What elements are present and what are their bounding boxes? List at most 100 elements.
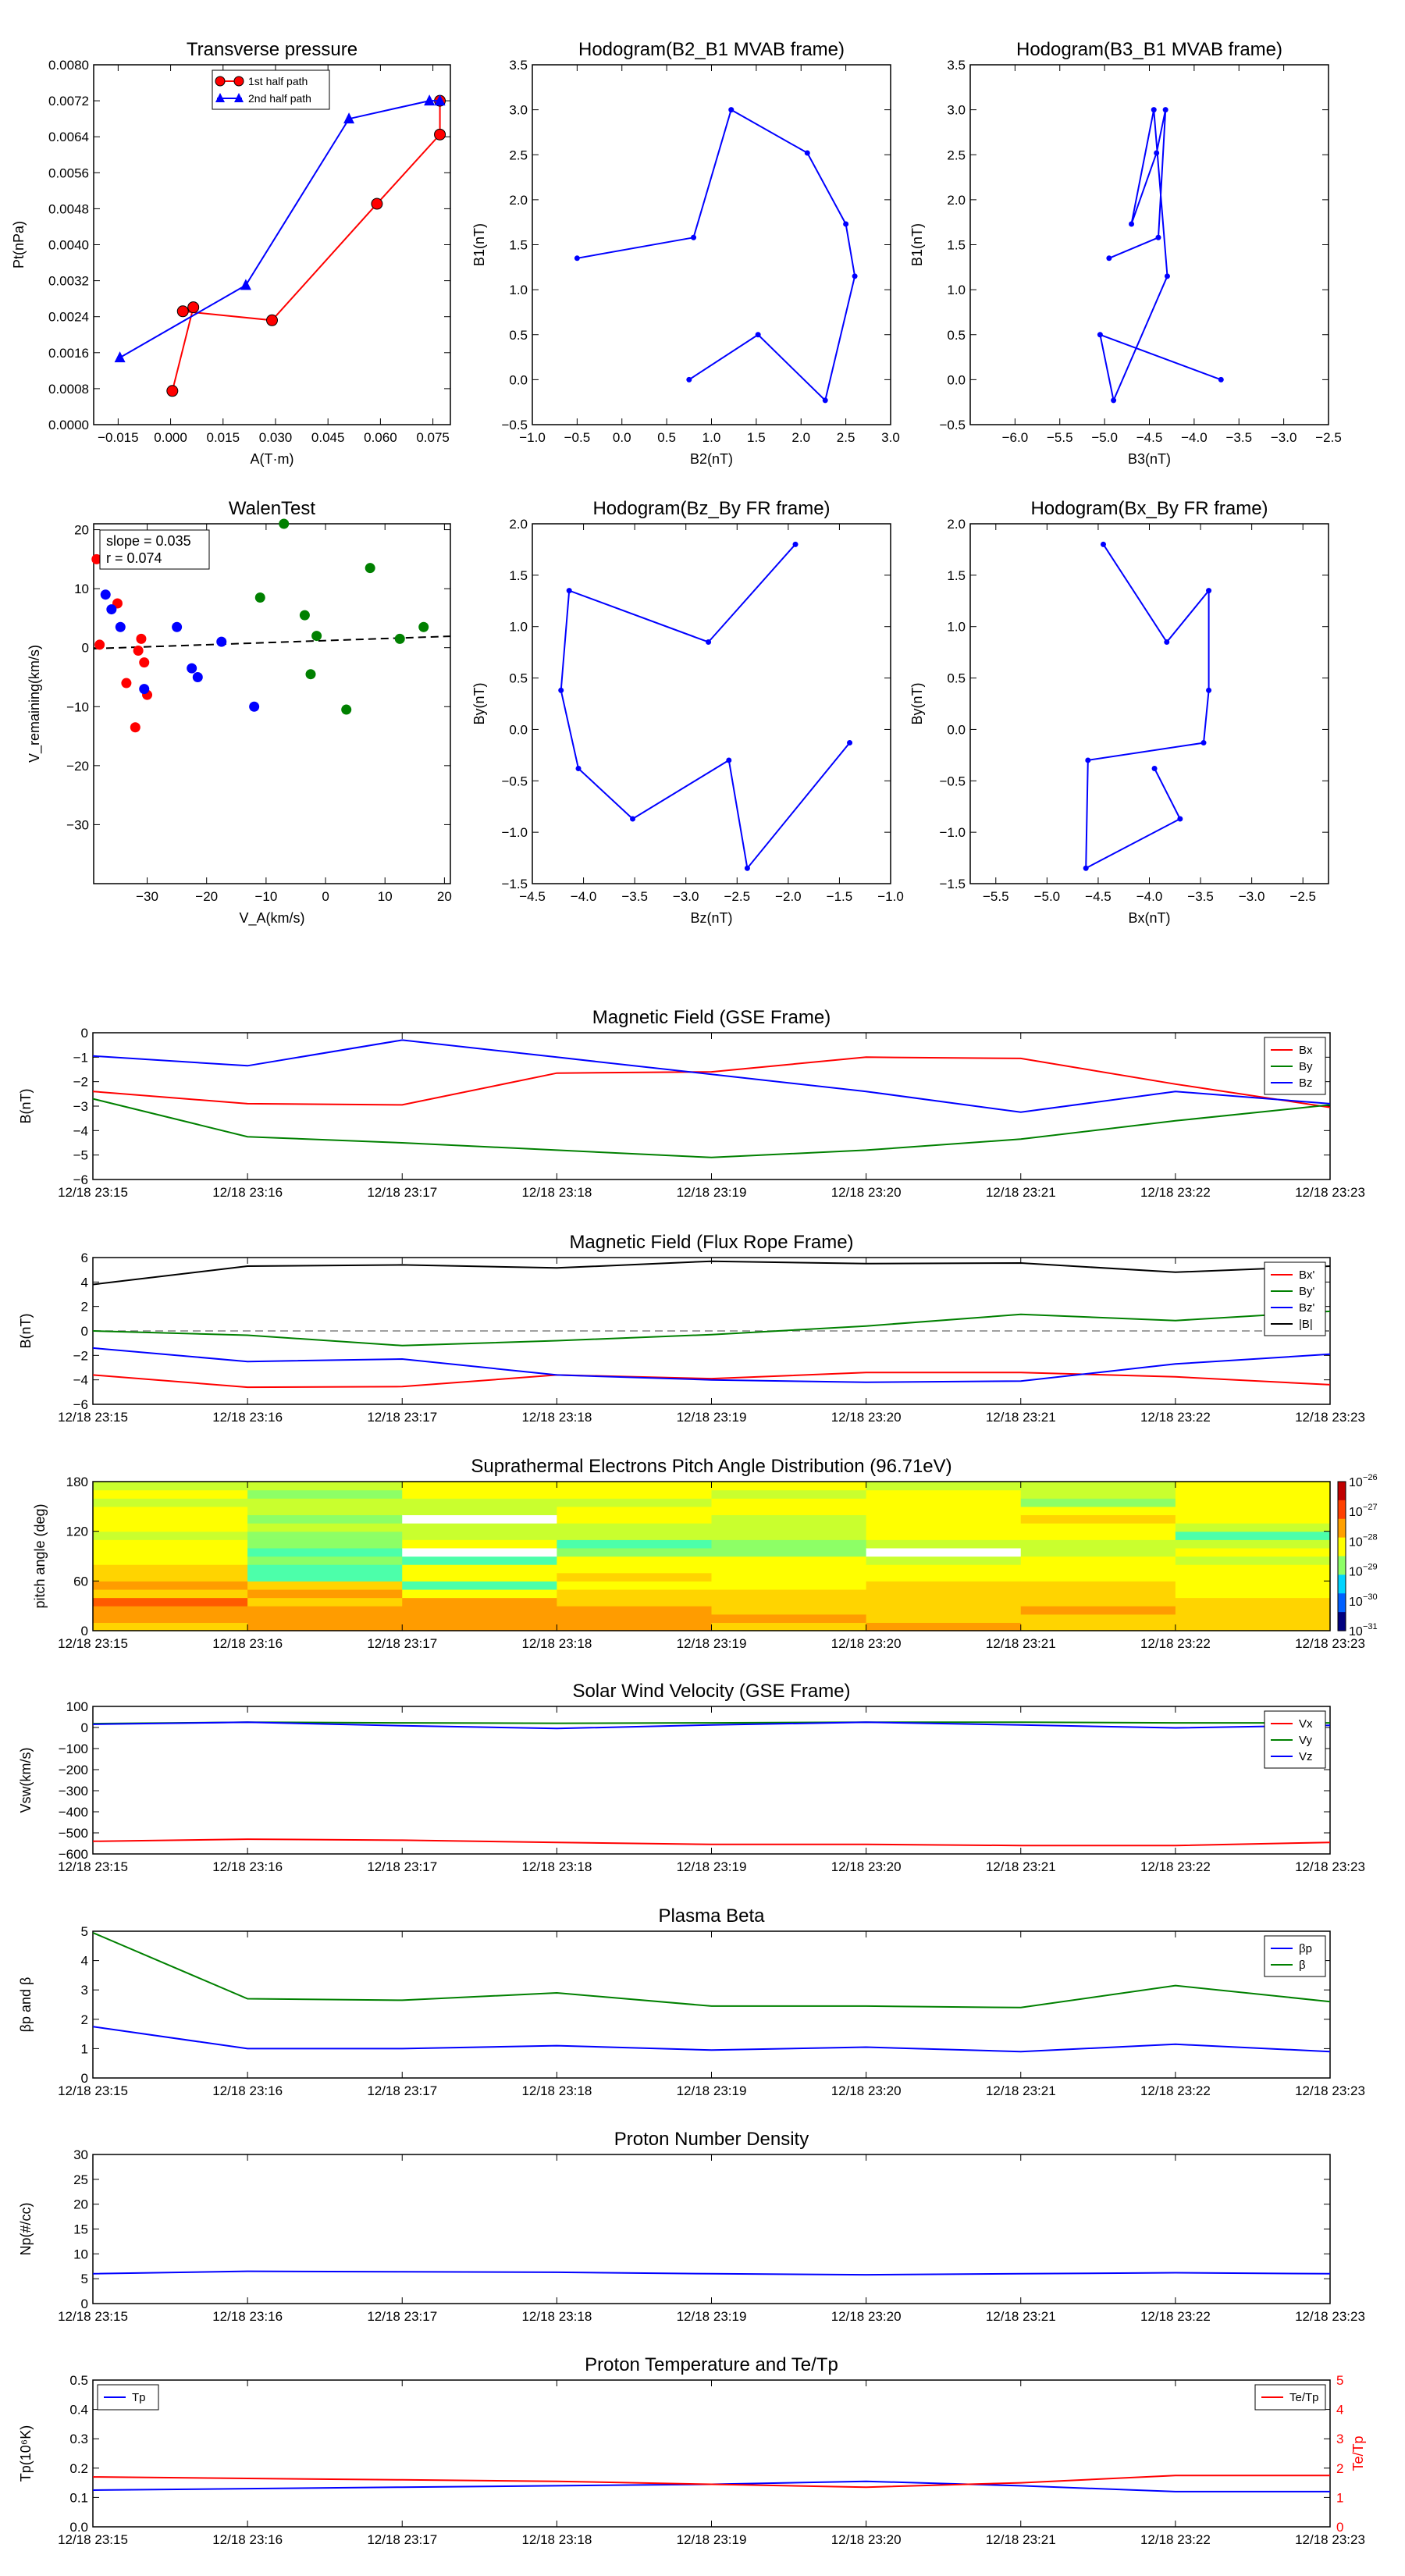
x-tick-label: −3.0 (1239, 889, 1265, 904)
right-tick-label: 3 (1336, 2432, 1343, 2446)
heatmap-cell (93, 1606, 248, 1615)
heatmap-cell (1020, 1622, 1176, 1631)
y-tick-label: 3 (81, 1983, 88, 1998)
series-line (92, 1056, 1331, 1108)
y-axis-label: βp and β (18, 1977, 34, 2033)
x-tick-label: 12/18 23:18 (521, 2083, 592, 2098)
data-point (744, 865, 750, 871)
colorbar-tick-exponent: −28 (1363, 1532, 1378, 1542)
x-axis-label: B3(nT) (1128, 451, 1171, 467)
heatmap-cell (1175, 1547, 1331, 1557)
data-point (1100, 541, 1106, 547)
x-tick-label: −2.5 (1315, 430, 1342, 445)
series-line (92, 1372, 1331, 1389)
data-point (121, 678, 132, 688)
chart-title: Plasma Beta (658, 1905, 765, 1927)
y-tick-label: −200 (59, 1763, 88, 1777)
heatmap-cell (247, 1489, 403, 1499)
heatmap-cell (1020, 1523, 1176, 1532)
y-tick-label: −1 (73, 1050, 88, 1065)
x-tick-label: 12/18 23:18 (521, 1410, 592, 1425)
heatmap-cell (93, 1564, 248, 1574)
heatmap-cell (557, 1622, 713, 1631)
x-tick-label: 12/18 23:23 (1295, 2532, 1365, 2547)
data-point (1162, 107, 1168, 113)
x-tick-label: −6.0 (1002, 430, 1029, 445)
y-tick-label: 3.0 (509, 103, 528, 118)
data-point (1206, 687, 1212, 693)
heatmap-cell (93, 1597, 248, 1606)
series-line (92, 1838, 1331, 1847)
y-tick-label: 4 (81, 1275, 88, 1290)
series-line (92, 2026, 1331, 2053)
chart-title: Proton Temperature and Te/Tp (585, 2354, 838, 2375)
heatmap-cell (247, 1589, 403, 1599)
x-tick-label: 2.0 (791, 430, 810, 445)
heatmap-cell (402, 1572, 557, 1582)
heatmap-cell (1020, 1514, 1176, 1524)
legend-frame (212, 69, 330, 110)
y-tick-label: −0.5 (501, 418, 528, 432)
x-axis-label: A(T·m) (251, 451, 294, 467)
legend-label: Bz' (1299, 1301, 1315, 1315)
y-tick-label: 0.0064 (48, 130, 89, 144)
x-tick-label: 0.075 (416, 430, 450, 445)
x-tick-label: 12/18 23:20 (831, 2083, 902, 2098)
x-tick-label: 12/18 23:19 (677, 2309, 747, 2324)
series-line (92, 2480, 1330, 2492)
y-tick-label: 0 (81, 1324, 88, 1339)
colorbar-segment (1338, 1612, 1346, 1631)
heatmap-cell (93, 1498, 248, 1507)
colorbar-tick-label: 10 −30 (1349, 1592, 1378, 1609)
legend-label: β (1299, 1959, 1306, 1972)
series-line (92, 2270, 1331, 2276)
series-line (92, 1310, 1331, 1347)
x-tick-label: 12/18 23:23 (1295, 1185, 1365, 1200)
plot-frame (93, 64, 451, 425)
heatmap-cell (93, 1614, 248, 1623)
series-line (92, 2475, 1330, 2489)
y-tick-label: 0 (81, 2297, 88, 2311)
y-tick-label: 0.0048 (48, 201, 89, 216)
plot-frame (969, 64, 1329, 425)
y-tick-label: 5 (81, 1924, 88, 1939)
heatmap-cell (402, 1622, 557, 1631)
data-point (1106, 255, 1112, 262)
heatmap-cell (711, 1606, 867, 1615)
heatmap-cell (557, 1597, 713, 1606)
heatmap-cell (93, 1506, 248, 1516)
y-tick-label: 0 (81, 1624, 88, 1638)
x-tick-label: −30 (136, 889, 158, 904)
heatmap-cell (247, 1498, 403, 1507)
y-tick-label: 0.0 (69, 2520, 88, 2535)
legend-label: By (1299, 1060, 1313, 1073)
walen-test-panel: WalenTest −30 −20 −10 0 10 20 −30 −20 −10 0 10 20 V_A… (27, 498, 452, 927)
y-tick-label: 0 (82, 641, 89, 656)
x-tick-label: 0.5 (657, 430, 676, 445)
x-tick-label: 12/18 23:16 (212, 2083, 283, 2098)
y-axis-label: Np(#/cc) (18, 2202, 34, 2255)
y-tick-label: −600 (59, 1847, 88, 1862)
heatmap-cell (247, 1572, 403, 1582)
heatmap-cell (711, 1531, 867, 1540)
x-tick-label: 0.000 (154, 430, 187, 445)
data-point (706, 639, 712, 645)
plot-frame (92, 2379, 1331, 2528)
y-tick-label: 20 (73, 2197, 88, 2212)
heatmap-cell (1020, 1531, 1176, 1540)
data-point (299, 610, 310, 621)
data-point (1151, 107, 1157, 113)
x-tick-label: 12/18 23:19 (677, 1859, 747, 1874)
x-tick-label: −4.5 (519, 889, 546, 904)
heatmap-cell (711, 1498, 867, 1507)
heatmap-cell (247, 1539, 403, 1549)
x-tick-label: 12/18 23:17 (367, 2532, 437, 2547)
x-tick-label: 12/18 23:19 (677, 2083, 747, 2098)
x-tick-label: 12/18 23:18 (521, 1859, 592, 1874)
x-axis-label: Bx(nT) (1129, 910, 1171, 926)
legend: Vx Vy Vz (1264, 1710, 1326, 1769)
y-tick-label: 15 (73, 2222, 88, 2237)
colorbar-segment (1338, 1482, 1346, 1501)
data-point (686, 376, 692, 382)
